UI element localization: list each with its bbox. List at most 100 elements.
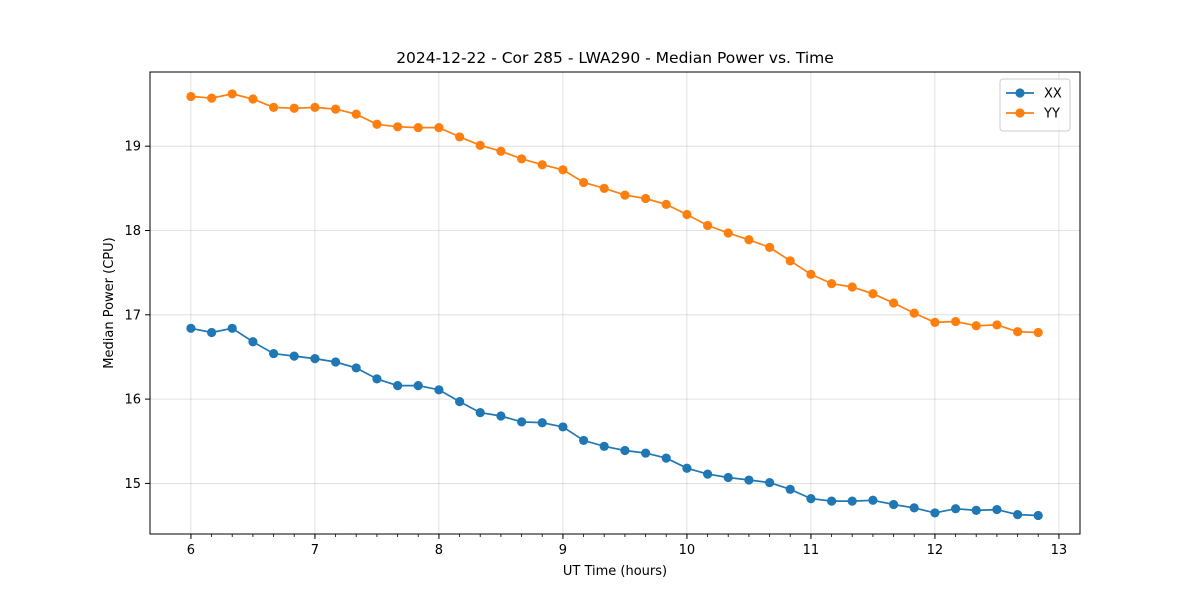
x-axis-label: UT Time (hours) <box>563 564 667 579</box>
data-point-xx <box>992 504 1002 515</box>
data-point-xx <box>496 411 506 421</box>
x-tick-label: 6 <box>187 543 195 558</box>
data-point-yy <box>971 321 981 331</box>
data-point-yy <box>269 102 279 113</box>
data-point-xx <box>765 477 775 488</box>
data-point-xx <box>248 337 258 347</box>
x-tick-label: 12 <box>927 543 944 558</box>
data-point-xx <box>682 463 692 473</box>
data-point-yy <box>723 228 733 238</box>
data-point-xx <box>413 381 423 391</box>
data-point-yy <box>517 154 527 164</box>
data-point-xx <box>310 354 320 364</box>
data-point-xx <box>847 496 857 506</box>
y-axis-label: Median Power (CPU) <box>102 237 117 368</box>
data-point-yy <box>827 279 837 289</box>
data-point-xx <box>827 496 837 506</box>
gridlines <box>150 72 1080 534</box>
legend-marker-yy <box>1015 108 1025 118</box>
legend-marker-xx <box>1015 88 1025 98</box>
data-point-yy <box>703 220 713 231</box>
data-point-yy <box>641 193 651 204</box>
data-point-xx <box>641 448 651 458</box>
data-point-xx <box>1013 510 1023 520</box>
data-point-yy <box>909 308 919 318</box>
data-point-xx <box>537 418 547 428</box>
data-point-xx <box>475 407 485 418</box>
data-point-yy <box>434 123 444 133</box>
data-point-yy <box>1013 327 1023 337</box>
data-point-xx <box>372 374 382 384</box>
data-point-yy <box>620 190 630 200</box>
data-point-yy <box>579 177 589 188</box>
data-point-xx <box>186 323 196 333</box>
data-point-xx <box>785 484 795 494</box>
x-tick-label: 10 <box>679 543 696 558</box>
series-layer <box>186 89 1043 521</box>
data-point-xx <box>351 363 361 373</box>
axis-ticks: 6 7 8 9 10 11 12 13 15 16 17 18 19 <box>124 140 1067 558</box>
x-tick-label: 8 <box>435 543 443 558</box>
data-point-yy <box>393 122 403 132</box>
data-point-yy <box>310 102 320 113</box>
x-tick-label: 11 <box>803 543 820 558</box>
legend: XX YY <box>999 78 1071 132</box>
data-point-xx <box>434 385 444 395</box>
data-point-yy <box>289 103 299 113</box>
data-point-yy <box>537 160 547 170</box>
y-tick-label: 17 <box>124 308 141 323</box>
data-point-yy <box>331 104 341 114</box>
data-point-xx <box>331 357 341 367</box>
legend-label-yy: YY <box>1043 107 1060 122</box>
data-point-xx <box>930 508 940 518</box>
data-point-yy <box>599 183 609 193</box>
data-point-yy <box>227 89 237 99</box>
data-point-yy <box>889 298 899 308</box>
x-tick-label: 13 <box>1051 543 1068 558</box>
legend-label-xx: XX <box>1044 87 1062 102</box>
y-tick-label: 16 <box>124 393 141 408</box>
data-point-xx <box>723 472 733 483</box>
data-point-xx <box>1033 510 1043 521</box>
data-point-yy <box>868 289 878 299</box>
data-point-xx <box>393 381 403 391</box>
data-point-xx <box>951 504 961 514</box>
data-point-xx <box>599 441 609 451</box>
data-point-xx <box>744 475 754 485</box>
data-point-yy <box>372 119 382 129</box>
data-point-yy <box>186 91 196 102</box>
data-point-xx <box>269 348 279 359</box>
x-tick-label: 9 <box>559 543 567 558</box>
data-point-yy <box>744 235 754 245</box>
data-point-yy <box>1033 327 1043 338</box>
x-tick-label: 7 <box>311 543 319 558</box>
y-tick-label: 18 <box>124 224 141 239</box>
data-point-yy <box>207 93 217 103</box>
data-point-xx <box>909 503 919 513</box>
data-point-xx <box>558 422 568 432</box>
data-point-xx <box>703 469 713 479</box>
data-point-xx <box>889 499 899 510</box>
data-point-yy <box>806 269 816 279</box>
data-point-yy <box>455 132 465 142</box>
data-point-xx <box>579 435 589 446</box>
data-point-yy <box>992 320 1002 330</box>
data-point-yy <box>413 123 423 133</box>
data-point-xx <box>868 495 878 505</box>
data-point-yy <box>765 242 775 252</box>
data-point-xx <box>517 417 527 427</box>
plot-frame <box>149 71 1081 535</box>
chart-title: 2024-12-22 - Cor 285 - LWA290 - Median P… <box>396 49 834 67</box>
data-point-yy <box>496 146 506 156</box>
data-point-yy <box>951 316 961 327</box>
data-point-yy <box>930 317 940 327</box>
data-point-yy <box>661 199 671 209</box>
data-point-yy <box>558 165 568 175</box>
data-point-xx <box>661 453 671 463</box>
data-point-xx <box>455 397 465 407</box>
data-point-yy <box>785 256 795 266</box>
data-point-yy <box>682 209 692 220</box>
data-point-yy <box>475 140 485 150</box>
